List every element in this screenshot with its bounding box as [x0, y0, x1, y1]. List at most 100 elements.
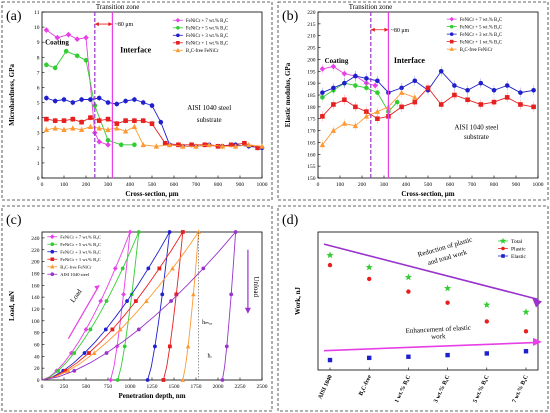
- y-tick-label-b-12: 210: [307, 34, 316, 40]
- category-label-d-5: 7 wt.% B₄C: [512, 374, 530, 404]
- curve-unload-point-1-2: [115, 378, 120, 382]
- work-point-2-4: [484, 351, 489, 356]
- annotation-substrate-line2-a: substrate: [197, 116, 222, 124]
- annotation-substrate-line2-b: substrate: [464, 133, 489, 141]
- work-point-2-1: [367, 355, 372, 361]
- data-point-a-4-17: [219, 143, 226, 149]
- x-tick-label-a-10: 1000: [257, 182, 268, 188]
- y-tick-label-a-9: 9: [37, 40, 40, 46]
- data-point-b-3-16: [518, 102, 523, 107]
- data-point-a-2-5: [88, 97, 93, 102]
- data-point-a-3-12: [149, 121, 155, 126]
- curve-point-5-1: [104, 351, 109, 355]
- data-point-a-0-6: [96, 138, 102, 145]
- data-point-a-3-4: [79, 119, 84, 125]
- work-point-1-3: [445, 300, 450, 305]
- data-point-a-4-4: [78, 126, 85, 133]
- curve-point-4-4: [170, 265, 175, 271]
- data-point-b-4-4: [363, 113, 370, 119]
- data-point-b-0-2: [341, 70, 348, 77]
- legend-marker-a-1: [176, 26, 180, 30]
- data-point-a-2-6: [96, 95, 102, 101]
- y-tick-label-b-14: 220: [307, 10, 316, 16]
- legend-entry-b-0: FeNiCr + 7 wt.% B₄C: [460, 18, 502, 23]
- y-tick-label-c-9: 180: [31, 271, 40, 277]
- y-tick-label-a-2: 2: [37, 146, 40, 152]
- x-tick-label-a-5: 500: [148, 182, 157, 188]
- data-point-a-2-2: [61, 97, 67, 102]
- category-label-d-2: 1 wt.% B₄C: [394, 374, 412, 404]
- data-point-b-2-16: [518, 90, 523, 95]
- data-point-a-3-8: [114, 121, 120, 126]
- data-point-a-1-0: [44, 62, 49, 68]
- data-point-b-1-7: [394, 99, 400, 105]
- annotation-substrate-line1-a: AISI 1040 steel: [187, 104, 231, 112]
- y-tick-label-b-6: 180: [307, 105, 316, 111]
- work-point-1-5: [523, 329, 529, 334]
- data-point-a-4-19: [246, 141, 252, 148]
- data-point-a-3-14: [176, 142, 181, 148]
- x-tick-label-b-8: 800: [490, 182, 499, 188]
- x-tick-label-b-1: 100: [336, 182, 345, 188]
- y-tick-label-c-0: 0: [37, 378, 40, 384]
- data-point-a-2-0: [44, 95, 49, 101]
- span-arrow-head-left-a: [94, 22, 99, 27]
- legend-entry-c-3: FeNiCr + 1 wt.% B₄C: [60, 257, 101, 262]
- legend-entry-b-2: FeNiCr + 3 wt.% B₄C: [460, 33, 502, 38]
- data-point-a-3-0: [44, 116, 49, 122]
- x-tick-label-c-9: 2250: [235, 384, 246, 390]
- data-point-a-4-0: [43, 126, 50, 133]
- data-point-a-4-20: [259, 143, 265, 149]
- data-point-a-0-7: [105, 142, 111, 148]
- curve-unload-point-0-2: [108, 377, 114, 383]
- data-point-a-4-5: [87, 123, 94, 129]
- data-point-b-4-2: [341, 120, 348, 126]
- work-point-0-0: [326, 251, 334, 259]
- x-tick-label-c-6: 1500: [169, 384, 180, 390]
- data-point-a-3-15: [189, 142, 194, 148]
- x-axis-label-c: Penetration depth, nm: [118, 392, 185, 400]
- annotation-coating-a: Coating: [45, 38, 69, 46]
- x-tick-label-c-4: 1000: [125, 384, 136, 390]
- y-tick-label-a-10: 10: [34, 25, 40, 31]
- curve-point-0-5: [127, 229, 133, 235]
- data-point-b-3-17: [531, 104, 536, 110]
- y-tick-label-c-11: 220: [31, 248, 40, 254]
- data-point-a-2-8: [114, 101, 120, 107]
- span-arrow-head-right-a: [108, 22, 113, 27]
- trend-arrow-plastic: [323, 243, 539, 301]
- span-arrow-head-right-b: [384, 27, 389, 32]
- x-tick-label-b-7: 700: [468, 182, 477, 188]
- data-point-a-3-5: [88, 115, 93, 120]
- y-tick-label-c-8: 160: [31, 283, 40, 289]
- curve-point-4-1: [91, 350, 97, 355]
- data-point-a-3-16: [202, 142, 208, 148]
- work-point-2-3: [445, 352, 450, 358]
- x-tick-label-c-8: 2000: [213, 384, 224, 390]
- work-point-2-2: [406, 354, 411, 359]
- panel-label-a: (a): [6, 9, 22, 24]
- annotation-substrate-line1-b: AISI 1040 steel: [454, 123, 498, 131]
- data-point-b-2-0: [320, 90, 325, 95]
- data-point-b-0-0: [319, 66, 326, 72]
- legend-entry-a-3: FeNiCr + 1 wt.% B₄C: [186, 42, 228, 47]
- curve-point-5-3: [169, 299, 173, 303]
- y-tick-label-b-13: 215: [307, 22, 316, 28]
- panel-frame-d: [277, 205, 549, 412]
- y-tick-label-c-3: 60: [34, 342, 40, 348]
- data-point-b-2-8: [412, 78, 418, 84]
- curve-point-3-1: [87, 351, 91, 355]
- data-point-b-3-7: [399, 104, 404, 110]
- curve-point-0-2: [83, 327, 89, 332]
- curve-point-3-5: [180, 230, 185, 234]
- curve-unload-point-4-1: [185, 343, 191, 349]
- curve-point-5-2: [136, 327, 141, 332]
- data-point-a-2-4: [79, 97, 84, 102]
- y-tick-label-b-4: 170: [307, 129, 316, 135]
- work-point-1-2: [406, 289, 411, 294]
- data-point-a-0-4: [83, 34, 89, 41]
- legend-marker-a-4: [175, 47, 181, 53]
- x-tick-label-b-2: 200: [358, 182, 367, 188]
- work-point-1-0: [327, 262, 333, 268]
- data-point-b-2-4: [364, 76, 369, 81]
